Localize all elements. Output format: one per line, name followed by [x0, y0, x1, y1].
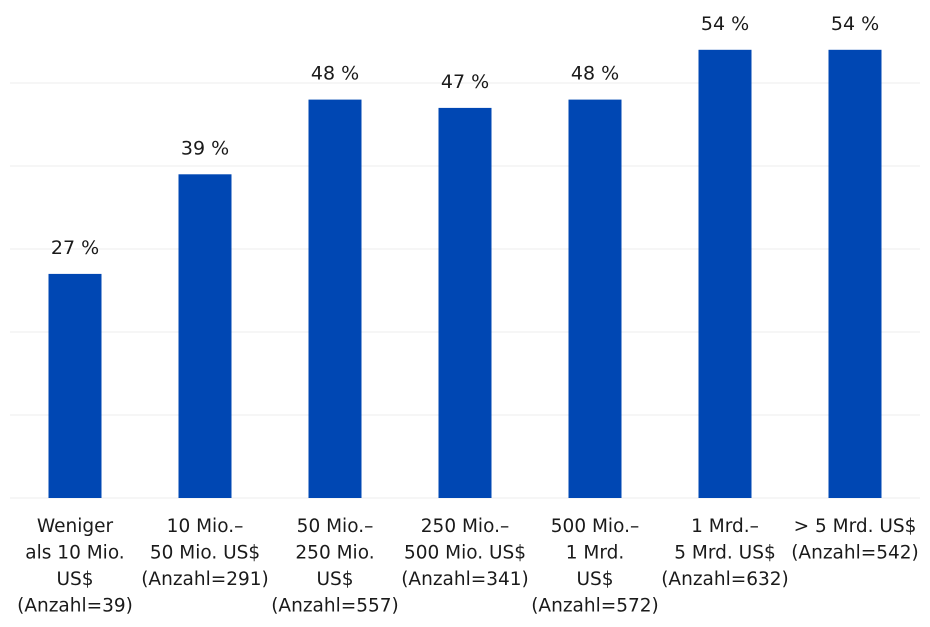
bar — [698, 49, 752, 499]
value-labels: 27 % 39 % 48 % 47 % 48 % 54 % 54 % — [51, 13, 879, 259]
tick-label-line: 50 Mio. US$ — [150, 543, 260, 564]
tick-label: 250 Mio.– 500 Mio. US$ (Anzahl=341) — [401, 516, 529, 590]
bar — [568, 99, 622, 498]
data-label: 39 % — [181, 137, 229, 159]
tick-label-line: US$ — [56, 569, 93, 590]
data-label: 48 % — [571, 63, 619, 85]
tick-label-line: 500 Mio.– — [551, 516, 639, 537]
tick-label-line: 1 Mrd. — [566, 543, 625, 564]
tick-label-line: 10 Mio.– — [167, 516, 244, 537]
tick-label: > 5 Mrd. US$ (Anzahl=542) — [791, 516, 919, 564]
tick-label-line: als 10 Mio. — [25, 543, 124, 564]
tick-label-line: 5 Mrd. US$ — [674, 543, 775, 564]
data-label: 54 % — [701, 13, 749, 35]
bar — [828, 49, 882, 499]
tick-label-line: > 5 Mrd. US$ — [794, 516, 917, 537]
tick-label-line: (Anzahl=572) — [531, 596, 659, 617]
tick-label-line: 500 Mio. US$ — [404, 543, 526, 564]
data-label: 27 % — [51, 237, 99, 259]
tick-label-line: US$ — [576, 569, 613, 590]
tick-label: 10 Mio.– 50 Mio. US$ (Anzahl=291) — [141, 516, 269, 590]
bar — [178, 174, 232, 499]
data-label: 48 % — [311, 63, 359, 85]
bars — [48, 49, 882, 499]
tick-label-line: (Anzahl=557) — [271, 596, 399, 617]
tick-label-line: 250 Mio. — [295, 543, 374, 564]
bar — [438, 107, 492, 499]
tick-label-line: 1 Mrd.– — [691, 516, 759, 537]
tick-label-line: Weniger — [37, 516, 114, 537]
category-labels: Weniger als 10 Mio. US$ (Anzahl=39) 10 Mio.–… — [17, 516, 919, 617]
tick-label-line: 250 Mio.– — [421, 516, 509, 537]
tick-label-line: 50 Mio.– — [297, 516, 374, 537]
tick-label: 1 Mrd.– 5 Mrd. US$ (Anzahl=632) — [661, 516, 789, 590]
bar — [48, 273, 102, 498]
tick-label-line: (Anzahl=341) — [401, 569, 529, 590]
tick-label: 50 Mio.– 250 Mio. US$ (Anzahl=557) — [271, 516, 399, 617]
bar — [308, 99, 362, 498]
tick-label: Weniger als 10 Mio. US$ (Anzahl=39) — [17, 516, 133, 617]
tick-label-line: (Anzahl=39) — [17, 596, 133, 617]
data-label: 47 % — [441, 71, 489, 93]
tick-label: 500 Mio.– 1 Mrd. US$ (Anzahl=572) — [531, 516, 659, 617]
tick-label-line: US$ — [316, 569, 353, 590]
tick-label-line: (Anzahl=291) — [141, 569, 269, 590]
tick-label-line: (Anzahl=632) — [661, 569, 789, 590]
tick-label-line: (Anzahl=542) — [791, 543, 919, 564]
data-label: 54 % — [831, 13, 879, 35]
